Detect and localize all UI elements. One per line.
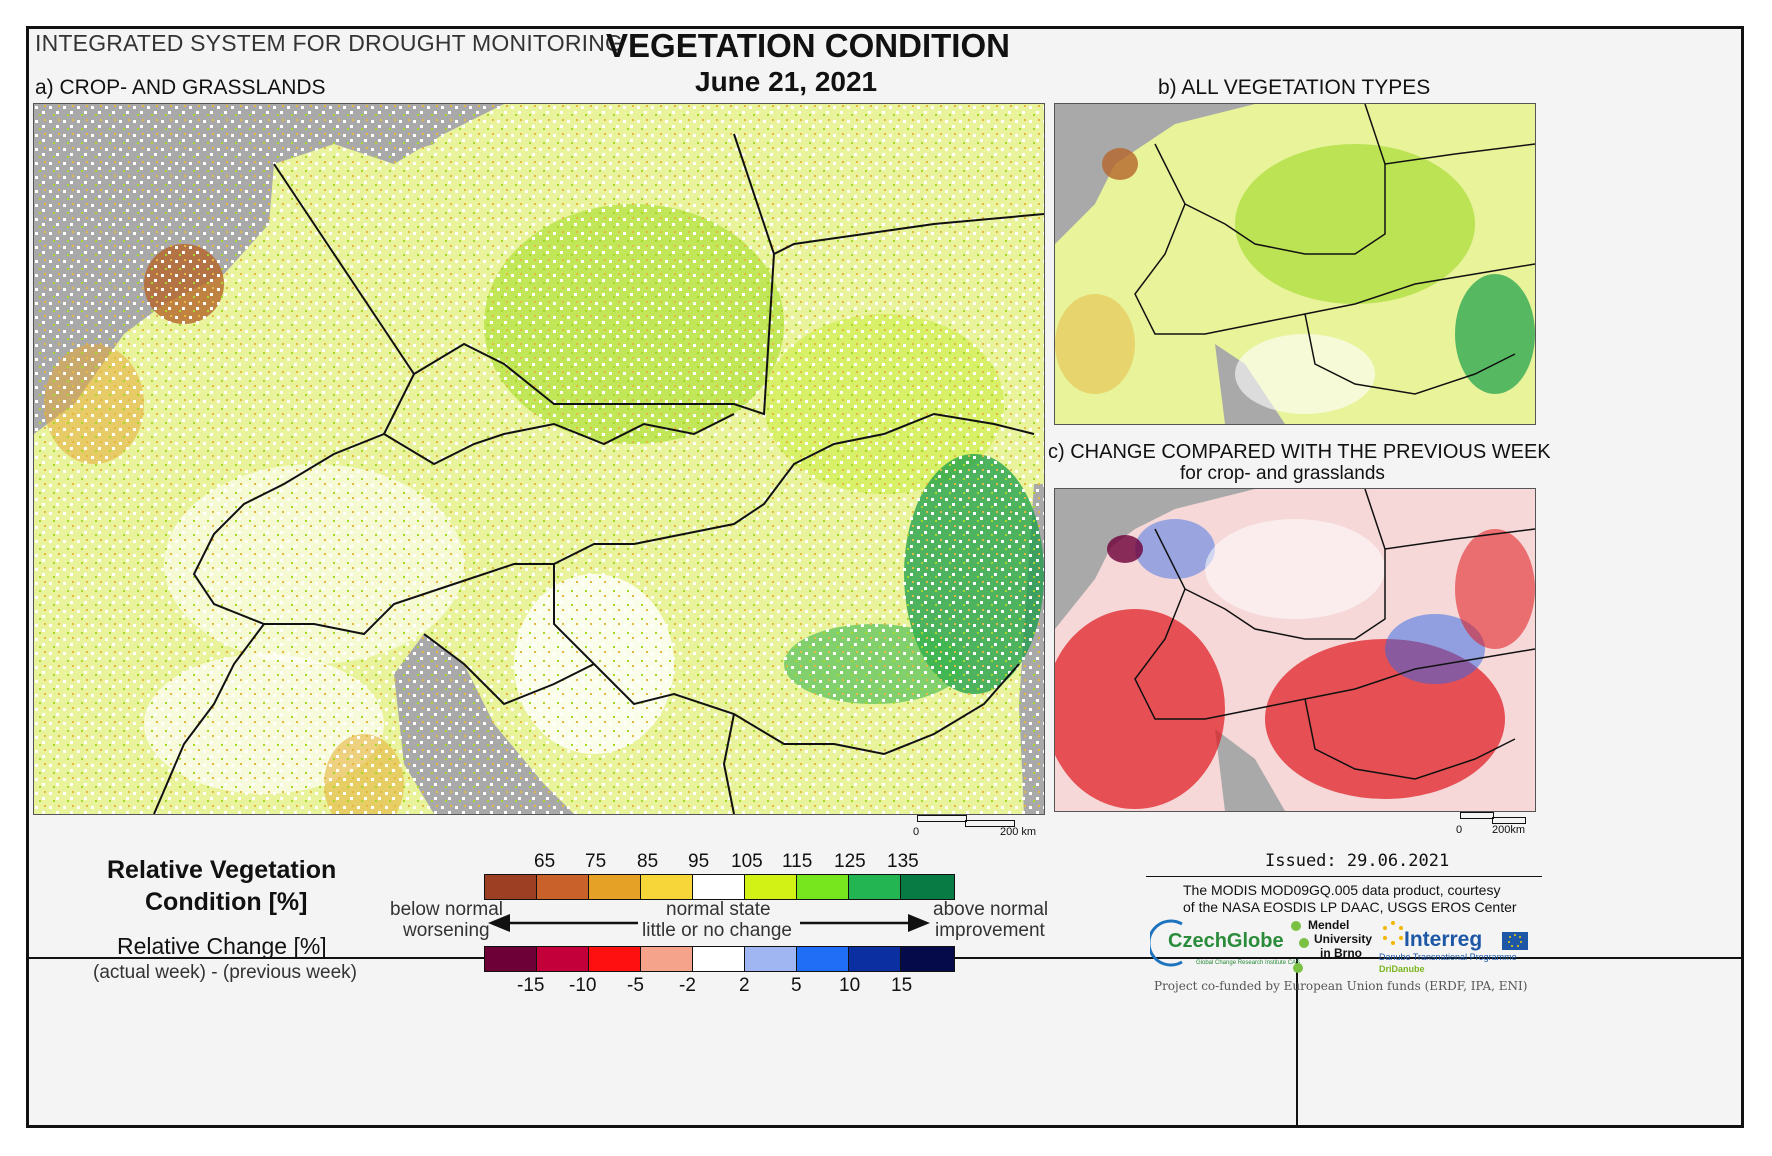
rvc-colorbar: [484, 874, 955, 900]
rc-tick: -10: [569, 975, 597, 996]
panel-b-label: b) ALL VEGETATION TYPES: [1158, 76, 1431, 99]
panel-a-label: a) CROP- AND GRASSLANDS: [35, 76, 326, 99]
rvc-swatch: [588, 874, 641, 900]
rvc-tick: 125: [834, 851, 866, 872]
rc-swatch: [900, 946, 955, 972]
rvc-tick: 105: [731, 851, 763, 872]
rc-swatch: [484, 946, 537, 972]
rvc-tick: 135: [887, 851, 919, 872]
rvc-swatch: [744, 874, 797, 900]
scalebar-c: [1460, 812, 1530, 826]
legend-divider: [1296, 958, 1298, 1128]
interreg-logo-text: Interreg: [1404, 928, 1483, 951]
normal-state-label: normal state: [666, 899, 771, 920]
panel-c-label: c) CHANGE COMPARED WITH THE PREVIOUS WEE…: [1048, 441, 1551, 463]
worsening-label: worsening: [403, 920, 490, 941]
main-title: VEGETATION CONDITION: [606, 27, 1010, 64]
map-weekly-change: [1054, 488, 1536, 812]
interreg-star-icon: [1383, 921, 1403, 945]
rc-tick: 15: [891, 975, 913, 996]
rvc-swatch: [536, 874, 589, 900]
rc-tick: -15: [517, 975, 545, 996]
mendel-logo-icon: [1291, 921, 1309, 973]
interreg-sub2: DriDanube: [1379, 964, 1425, 974]
rvc-tick: 95: [688, 851, 710, 872]
rvc-tick: 65: [534, 851, 556, 872]
rc-tick: 5: [791, 975, 802, 996]
rc-swatch: [692, 946, 745, 972]
issued-box: [1146, 846, 1542, 877]
rvc-swatch: [900, 874, 955, 900]
rvc-tick: 115: [782, 851, 813, 872]
rvc-title-line1: Relative Vegetation: [107, 856, 337, 884]
rc-swatch: [536, 946, 589, 972]
little-change-label: little or no change: [642, 920, 792, 941]
interreg-sub1: Danube Transnational Programme: [1379, 952, 1517, 962]
rc-subtitle: (actual week) - (previous week): [93, 962, 357, 983]
rc-tick: -2: [679, 975, 696, 996]
rc-swatch: [744, 946, 797, 972]
rvc-tick: 75: [585, 851, 607, 872]
map-crop-grasslands: [33, 103, 1045, 815]
rc-tick: -5: [627, 975, 644, 996]
funding-note: Project co-funded by European Union fund…: [1154, 979, 1528, 993]
rc-swatch: [796, 946, 849, 972]
issued-date: Issued: 29.06.2021: [1265, 851, 1450, 871]
credit-line2: of the NASA EOSDIS LP DAAC, USGS EROS Ce…: [1183, 899, 1517, 915]
rvc-swatch: [484, 874, 537, 900]
panel-c-sublabel: for crop- and grasslands: [1180, 463, 1385, 484]
mendel-line3: in Brno: [1320, 946, 1362, 960]
mendel-line1: Mendel: [1308, 918, 1350, 932]
scalebar-a-end: 200 km: [1000, 826, 1037, 838]
above-normal-label: above normal: [933, 899, 1049, 920]
rvc-swatch: [848, 874, 901, 900]
rc-swatch: [848, 946, 901, 972]
scalebar-c-end: 200km: [1492, 824, 1526, 836]
rc-swatch: [588, 946, 641, 972]
rc-tick: 2: [739, 975, 750, 996]
rc-title: Relative Change [%]: [117, 933, 327, 959]
czechglobe-logo-text: CzechGlobe: [1168, 930, 1284, 952]
rvc-swatch: [692, 874, 745, 900]
rc-colorbar: [484, 946, 955, 972]
date-subtitle: June 21, 2021: [695, 66, 878, 97]
system-title: INTEGRATED SYSTEM FOR DROUGHT MONITORING: [35, 30, 624, 56]
rvc-title-line2: Condition [%]: [145, 888, 308, 916]
improvement-label: improvement: [935, 920, 1045, 941]
scalebar-c-zero: 0: [1456, 824, 1463, 836]
right-arrow-icon: [800, 914, 930, 932]
eu-flag-icon: [1502, 932, 1528, 950]
rvc-swatch: [640, 874, 693, 900]
rvc-swatch: [796, 874, 849, 900]
rc-swatch: [640, 946, 693, 972]
czechglobe-subtext: Global Change Research Institute CAS: [1196, 960, 1301, 966]
map-all-vegetation: [1054, 103, 1536, 425]
scalebar-a: [917, 815, 1027, 829]
below-normal-label: below normal: [390, 899, 503, 920]
rc-tick: 10: [839, 975, 861, 996]
scalebar-a-zero: 0: [913, 826, 920, 838]
mendel-line2: University: [1314, 932, 1373, 946]
rvc-tick: 85: [637, 851, 659, 872]
czechglobe-logo-icon: [1150, 919, 1183, 967]
credit-line1: The MODIS MOD09GQ.005 data product, cour…: [1183, 882, 1501, 898]
left-arrow-icon: [488, 914, 638, 932]
